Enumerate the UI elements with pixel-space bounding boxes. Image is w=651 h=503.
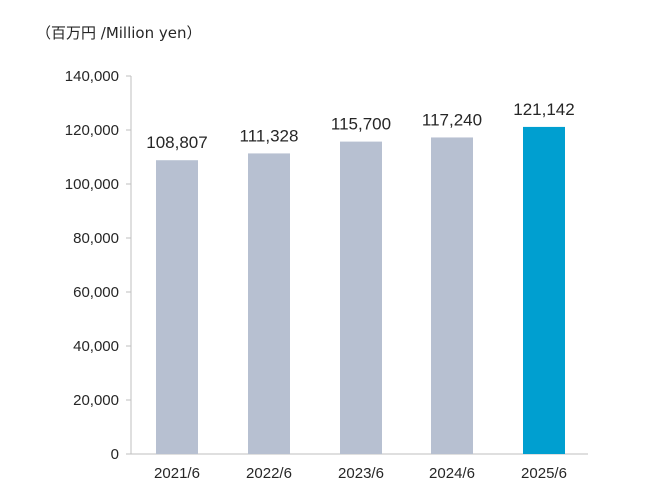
data-label: 117,240 — [422, 110, 482, 129]
y-tick-label: 60,000 — [73, 284, 119, 301]
x-tick-label: 2025/6 — [521, 465, 567, 482]
data-label: 108,807 — [146, 133, 207, 152]
x-tick-label: 2024/6 — [429, 465, 475, 482]
x-tick-label: 2022/6 — [246, 465, 292, 482]
y-tick-label: 40,000 — [73, 338, 119, 355]
y-tick-label: 80,000 — [73, 230, 119, 247]
y-tick-label: 120,000 — [65, 122, 119, 139]
x-tick-label: 2021/6 — [154, 465, 200, 482]
bar-2023-6 — [340, 141, 382, 455]
data-label: 121,142 — [513, 100, 574, 119]
y-tick-label: 140,000 — [65, 68, 119, 85]
y-tick-label: 20,000 — [73, 392, 119, 409]
bar-2025-6 — [523, 126, 565, 455]
bar-2021-6 — [156, 160, 198, 454]
x-tick-label: 2023/6 — [338, 465, 384, 482]
y-tick-label: 0 — [111, 446, 119, 463]
bar-2024-6 — [431, 137, 473, 454]
y-tick-label: 100,000 — [65, 176, 119, 193]
data-label: 111,328 — [240, 126, 299, 145]
data-labels: 108,807 111,328 115,700 117,240 121,142 — [146, 100, 574, 152]
bars — [156, 126, 565, 455]
y-axis: 0 20,000 40,000 60,000 80,000 100,000 120,000 1… — [65, 68, 132, 463]
x-axis: 2021/6 2022/6 2023/6 2024/6 2025/6 — [131, 453, 588, 482]
unit-label: （百万円 /Million yen） — [36, 24, 202, 42]
data-label: 115,700 — [331, 115, 391, 134]
bar-2022-6 — [248, 153, 290, 454]
